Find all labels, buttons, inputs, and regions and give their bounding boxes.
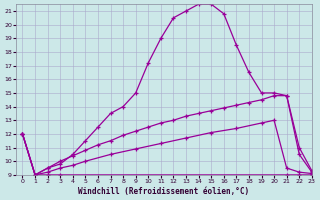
- X-axis label: Windchill (Refroidissement éolien,°C): Windchill (Refroidissement éolien,°C): [78, 187, 250, 196]
